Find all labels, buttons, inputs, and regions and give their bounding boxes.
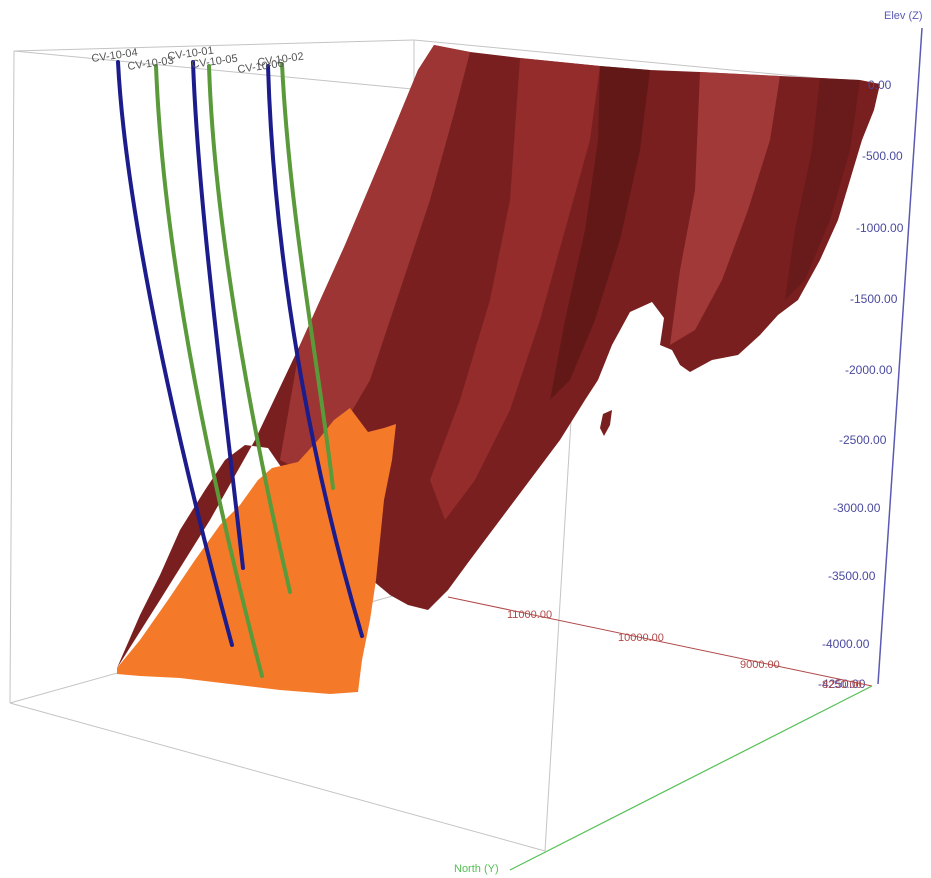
- north-tick-label: 10000.00: [618, 632, 664, 644]
- north-tick-label: 11000.00: [507, 609, 552, 621]
- drillhole-trace[interactable]: [191, 60, 245, 570]
- north-axis: 11000.00 10000.00 9000.00 8250.00 North …: [447, 596, 873, 875]
- fault-surface-highlight-2: [430, 58, 600, 520]
- elevation-tick-label: -2500.00: [839, 433, 887, 447]
- fault-surface-fragment: [600, 410, 612, 436]
- elevation-tick-label: -3500.00: [828, 569, 876, 583]
- elevation-tick-label: 0.00: [868, 78, 892, 92]
- fault-surface-highlight-3: [670, 72, 780, 345]
- elevation-tick-label: -1000.00: [856, 221, 904, 235]
- elevation-tick-label: -3000.00: [833, 501, 881, 515]
- fault-surface[interactable]: [117, 45, 880, 668]
- fault-surface-shadow-2: [785, 78, 860, 300]
- north-tick-label: 9000.00: [740, 659, 780, 671]
- elevation-axis-title: Elev (Z): [884, 10, 923, 22]
- elevation-tick-label: -2000.00: [845, 363, 893, 377]
- drillhole-trace[interactable]: [154, 64, 264, 678]
- box-edge-top-back: [13, 39, 415, 52]
- north-axis-line: [509, 685, 873, 871]
- box-edge-left: [9, 50, 15, 704]
- fault-surface-highlight-1: [280, 45, 470, 470]
- box-edge-bottom-front: [9, 702, 546, 852]
- drillhole-trace[interactable]: [266, 64, 364, 638]
- north-axis-title: North (Y): [454, 863, 499, 875]
- fault-surface-shadow-1: [550, 66, 650, 400]
- elevation-tick-label: -4000.00: [822, 637, 870, 651]
- north-tick-label: 8250.00: [822, 679, 862, 691]
- elevation-axis: Elev (Z) 0.00 -500.00 -1000.00 -1500.00 …: [818, 10, 923, 691]
- elevation-tick-label: -500.00: [862, 149, 903, 163]
- drillhole-trace[interactable]: [116, 60, 234, 647]
- drillhole-trace[interactable]: [280, 62, 335, 490]
- drillhole-trace[interactable]: [207, 64, 292, 594]
- drillholes: [116, 60, 364, 678]
- north-tick-line: [447, 596, 873, 687]
- drillhole-labels: CV-10-04 CV-10-03 CV-10-01 CV-10-05 CV-1…: [91, 45, 305, 76]
- elevation-tick-label: -4250.00: [818, 677, 866, 691]
- ore-body[interactable]: [117, 408, 396, 694]
- elevation-tick-label: -1500.00: [850, 292, 898, 306]
- box-edge-top-right: [413, 39, 881, 85]
- elevation-axis-line: [877, 27, 923, 685]
